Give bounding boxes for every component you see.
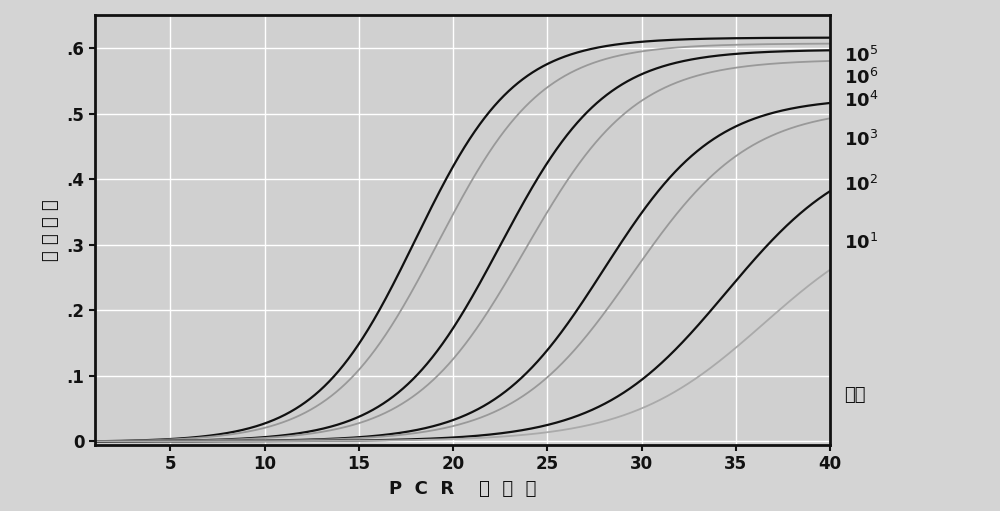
Y-axis label: 荧 光 信 号: 荧 光 信 号 <box>42 199 60 261</box>
Text: 10$^4$: 10$^4$ <box>844 91 878 111</box>
Text: 阴性: 阴性 <box>844 386 865 404</box>
Text: 10$^6$: 10$^6$ <box>844 67 878 87</box>
Text: 10$^1$: 10$^1$ <box>844 233 878 253</box>
Text: 10$^5$: 10$^5$ <box>844 46 878 66</box>
X-axis label: P  C  R    循  环  数: P C R 循 环 数 <box>389 480 536 498</box>
Text: 10$^3$: 10$^3$ <box>844 130 878 150</box>
Text: 10$^2$: 10$^2$ <box>844 175 878 195</box>
